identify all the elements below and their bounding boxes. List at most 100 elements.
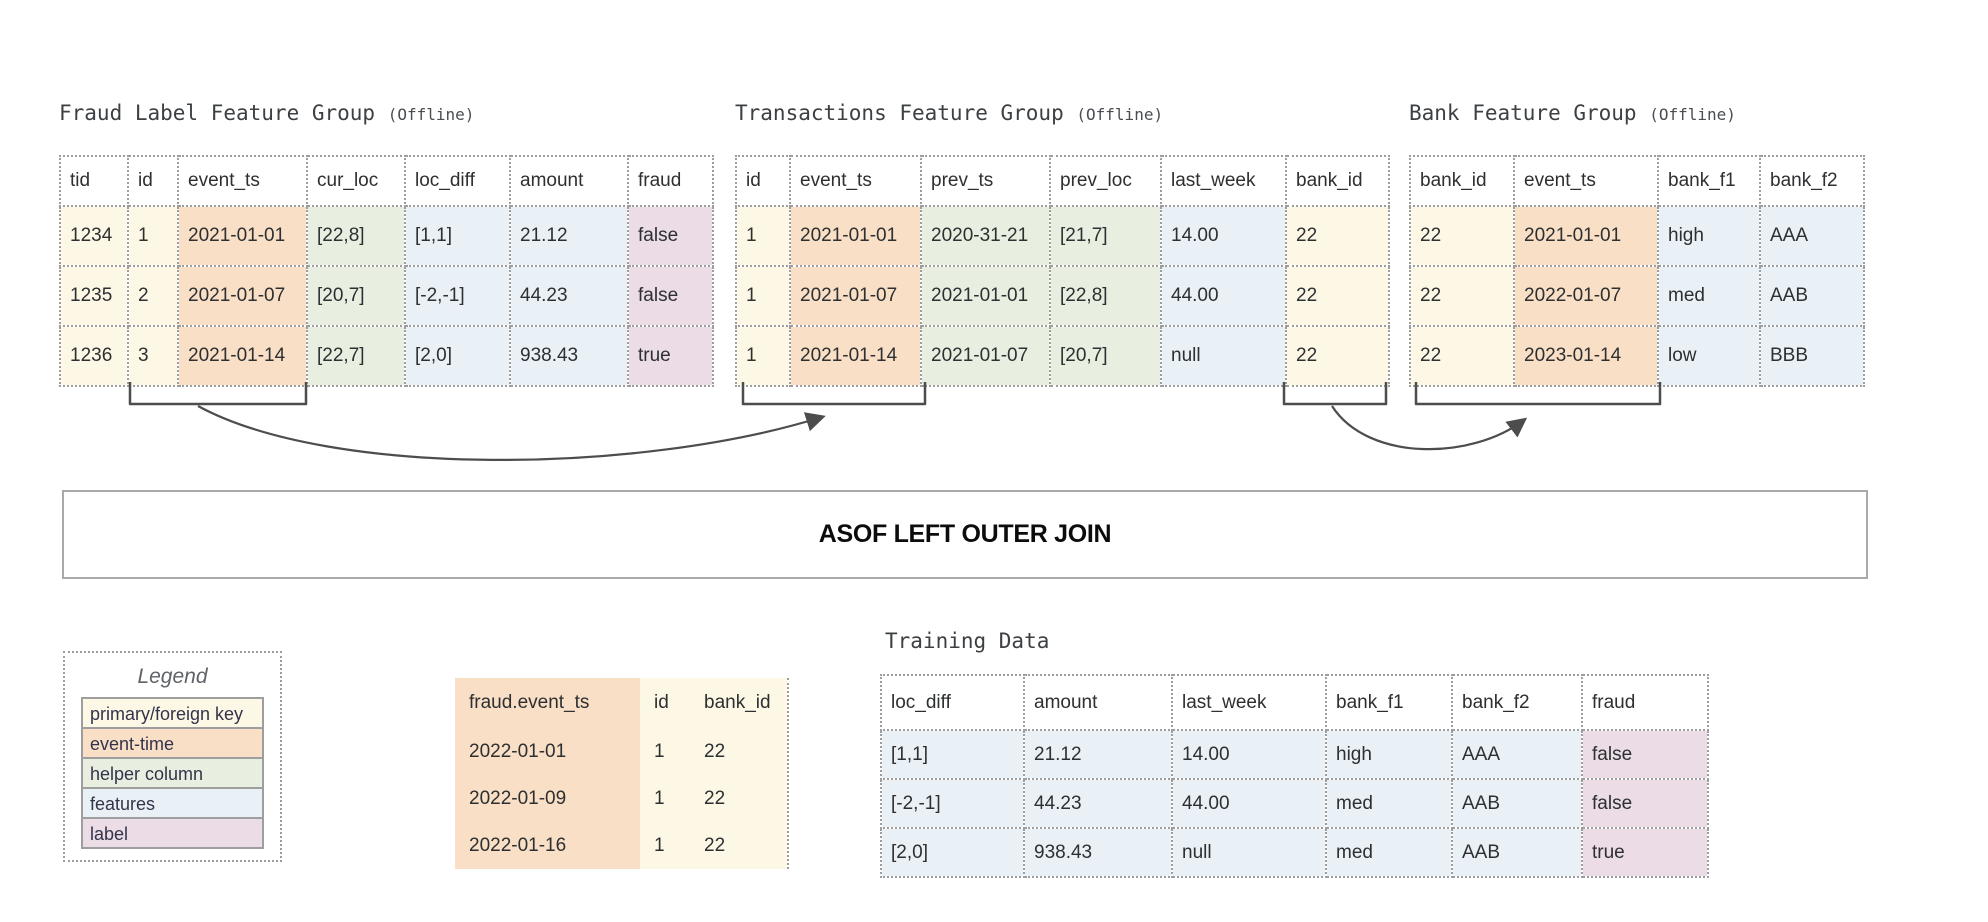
column-header-event_ts: event_ts xyxy=(789,155,922,207)
cell-fraud: false xyxy=(627,265,714,327)
cell-bank_f2: AAA xyxy=(1451,729,1583,780)
cell-event_ts: 2021-01-07 xyxy=(789,265,922,327)
column-header-id: id xyxy=(640,678,690,728)
column-header-tid: tid xyxy=(59,155,129,207)
cell-amount: 21.12 xyxy=(509,205,629,267)
cell-bank_f1: med xyxy=(1657,265,1761,327)
column-header-loc_diff: loc_diff xyxy=(880,674,1025,731)
cell-id: 1 xyxy=(735,205,791,267)
legend-item-helper: helper column xyxy=(81,757,264,789)
column-header-amount: amount xyxy=(1023,674,1173,731)
column-header-bank_f2: bank_f2 xyxy=(1759,155,1865,207)
cell-event_ts: 2021-01-14 xyxy=(789,325,922,387)
table-row: 2022-01-09 1 22 xyxy=(455,775,787,822)
legend: Legend primary/foreign key event-time help… xyxy=(63,651,282,862)
table-row: 22 2022-01-07 med AAB xyxy=(1409,265,1865,327)
feature-group-fraud-title: Fraud Label Feature Group (Offline) xyxy=(59,98,714,128)
feature-group-transactions-title: Transactions Feature Group (Offline) xyxy=(735,98,1390,128)
cell-bank_id: 22 xyxy=(690,775,787,822)
spine-table: fraud.event_ts id bank_id 2022-01-01 1 22 2022… xyxy=(455,678,787,869)
cell-tid: 1235 xyxy=(59,265,129,327)
table-row: 22 2021-01-01 high AAA xyxy=(1409,205,1865,267)
column-header-fraud: fraud xyxy=(627,155,714,207)
cell-last_week: null xyxy=(1160,325,1287,387)
cell-fraud: false xyxy=(1581,729,1709,780)
column-header-cur_loc: cur_loc xyxy=(306,155,406,207)
asof-join-box: ASOF LEFT OUTER JOIN xyxy=(62,490,1868,579)
cell-bank_f2: BBB xyxy=(1759,325,1865,387)
cell-event_ts: 2021-01-14 xyxy=(177,325,308,387)
cell-id: 1 xyxy=(735,325,791,387)
cell-amount: 938.43 xyxy=(509,325,629,387)
fraud-table: tid id event_ts cur_loc loc_diff amount fraud 1… xyxy=(59,155,714,387)
legend-item-key: primary/foreign key xyxy=(81,697,264,729)
cell-fraud.event_ts: 2022-01-01 xyxy=(455,728,640,775)
offline-tag: (Offline) xyxy=(1076,105,1164,124)
cell-tid: 1236 xyxy=(59,325,129,387)
cell-id: 3 xyxy=(127,325,179,387)
cell-prev_ts: 2020-31-21 xyxy=(920,205,1051,267)
spine-table-section: fraud.event_ts id bank_id 2022-01-01 1 22 2022… xyxy=(455,678,789,869)
cell-last_week: 14.00 xyxy=(1171,729,1327,780)
cell-tid: 1234 xyxy=(59,205,129,267)
feature-group-fraud: Fraud Label Feature Group (Offline) tid i… xyxy=(59,98,714,387)
feature-group-transactions: Transactions Feature Group (Offline) id e… xyxy=(735,98,1390,387)
cell-bank_f1: low xyxy=(1657,325,1761,387)
cell-id: 1 xyxy=(640,728,690,775)
column-header-prev_ts: prev_ts xyxy=(920,155,1051,207)
cell-fraud: false xyxy=(1581,778,1709,829)
cell-event_ts: 2021-01-01 xyxy=(789,205,922,267)
cell-bank_id: 22 xyxy=(690,728,787,775)
cell-bank_id: 22 xyxy=(1285,265,1390,327)
cell-event_ts: 2021-01-07 xyxy=(177,265,308,327)
column-header-id: id xyxy=(735,155,791,207)
table-row: [2,0] 938.43 null med AAB true xyxy=(880,827,1709,878)
offline-tag: (Offline) xyxy=(1649,105,1736,124)
cell-prev_loc: [21,7] xyxy=(1049,205,1162,267)
cell-amount: 44.23 xyxy=(509,265,629,327)
cell-bank_id: 22 xyxy=(1285,325,1390,387)
cell-cur_loc: [22,8] xyxy=(306,205,406,267)
column-header-bank_id: bank_id xyxy=(690,678,787,728)
cell-fraud.event_ts: 2022-01-09 xyxy=(455,775,640,822)
legend-item-features: features xyxy=(81,787,264,819)
cell-prev_ts: 2021-01-01 xyxy=(920,265,1051,327)
cell-event_ts: 2022-01-07 xyxy=(1513,265,1659,327)
bank-table: bank_id event_ts bank_f1 bank_f2 22 2021-01-0… xyxy=(1409,155,1865,387)
cell-bank_id: 22 xyxy=(1409,205,1515,267)
cell-fraud: true xyxy=(1581,827,1709,878)
column-header-fraud: fraud xyxy=(1581,674,1709,731)
cell-prev_ts: 2021-01-07 xyxy=(920,325,1051,387)
cell-amount: 938.43 xyxy=(1023,827,1173,878)
cell-bank_f2: AAB xyxy=(1451,827,1583,878)
cell-bank_id: 22 xyxy=(1409,325,1515,387)
table-row: 2022-01-16 1 22 xyxy=(455,822,787,869)
cell-last_week: 14.00 xyxy=(1160,205,1287,267)
legend-item-label: label xyxy=(81,817,264,849)
cell-prev_loc: [22,8] xyxy=(1049,265,1162,327)
cell-loc_diff: [-2,-1] xyxy=(880,778,1025,829)
cell-id: 2 xyxy=(127,265,179,327)
title-text: Fraud Label Feature Group xyxy=(59,101,376,125)
cell-bank_f1: med xyxy=(1325,827,1453,878)
cell-bank_f2: AAB xyxy=(1759,265,1865,327)
table-row: 2022-01-01 1 22 xyxy=(455,728,787,775)
table-row: [1,1] 21.12 14.00 high AAA false xyxy=(880,729,1709,780)
cell-bank_f2: AAB xyxy=(1451,778,1583,829)
column-header-last_week: last_week xyxy=(1171,674,1327,731)
cell-bank_id: 22 xyxy=(690,822,787,869)
offline-tag: (Offline) xyxy=(387,105,475,124)
column-header-loc_diff: loc_diff xyxy=(404,155,511,207)
table-row: 1 2021-01-14 2021-01-07 [20,7] null 22 xyxy=(735,325,1390,387)
column-header-event_ts: event_ts xyxy=(177,155,308,207)
cell-last_week: null xyxy=(1171,827,1327,878)
transactions-table: id event_ts prev_ts prev_loc last_week bank_i… xyxy=(735,155,1390,387)
table-row: [-2,-1] 44.23 44.00 med AAB false xyxy=(880,778,1709,829)
cell-fraud.event_ts: 2022-01-16 xyxy=(455,822,640,869)
training-data-title: Training Data xyxy=(885,626,1709,656)
table-row: 22 2023-01-14 low BBB xyxy=(1409,325,1865,387)
column-header-event_ts: event_ts xyxy=(1513,155,1659,207)
cell-bank_f1: high xyxy=(1325,729,1453,780)
cell-loc_diff: [1,1] xyxy=(880,729,1025,780)
